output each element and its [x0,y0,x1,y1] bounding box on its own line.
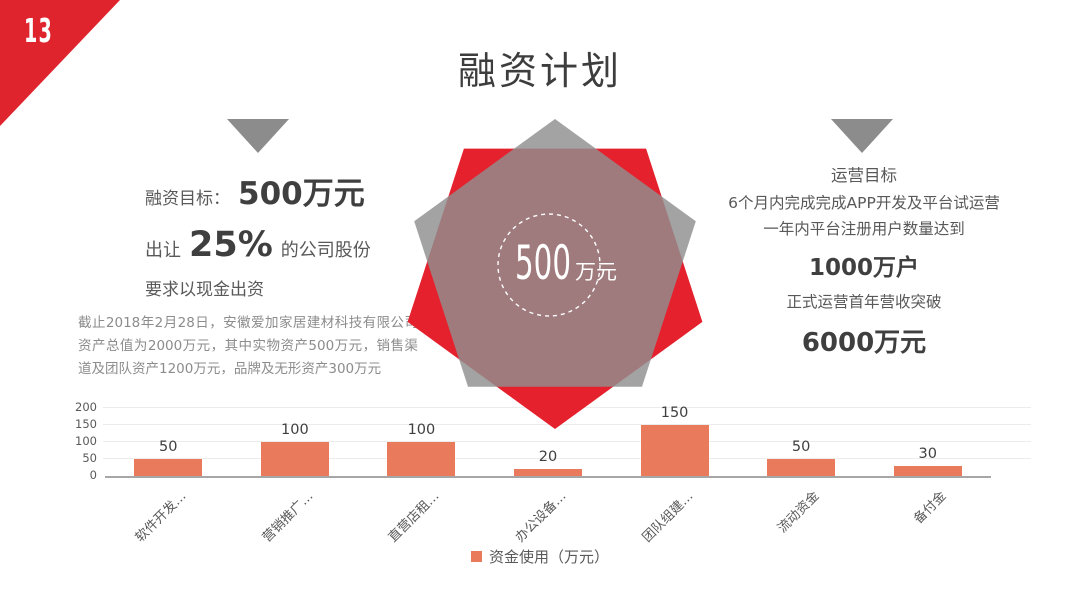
bar [893,465,962,476]
bar-value-label: 100 [407,422,436,438]
chart-legend: 资金使用（万元） [0,546,1080,567]
financing-goal-row: 融资目标： 500万元 [145,168,435,213]
asset-description-paragraph: 截止2018年2月28日，安徽爱加家居建材科技有限公司资产总值为2000万元，其… [78,315,418,377]
bar-chart-plot: 50 100 100 20 150 50 30 [103,405,1031,478]
equity-suffix: 的公司股份 [280,240,371,261]
fund-usage-bar-chart: 50 100 100 20 150 50 30 软件开发… 营销推广… 直营店租… 办公设备… 团队… [0,398,1080,607]
legend-label: 资金使用（万元） [488,548,609,566]
x-axis-category-label: 备付金 [910,488,950,528]
x-axis-category-label: 流动资金 [775,488,823,537]
registered-users-value: 1000万户 [808,255,919,281]
pentagon-star-icon: 500 万元 [407,119,703,429]
slide-title: 融资计划 [457,49,622,93]
gray-pentagon-shape [414,119,696,387]
bar [387,442,456,476]
bar-value-label: 100 [281,422,309,438]
center-star-graphic: 500 万元 [405,104,707,434]
first-year-revenue-value: 6000万元 [801,328,927,358]
y-axis-tick-label: 50 [82,451,97,465]
bar-value-label: 50 [791,439,811,455]
bar-value-label: 20 [538,449,558,466]
financing-goal-value: 500万元 [238,176,365,212]
bar-value-label: 50 [159,439,178,455]
center-amount: 500 万元 [515,236,617,291]
x-axis-category-label: 软件开发… [133,488,190,546]
operation-goal-line3: 正式运营首年营收突破 [786,293,942,311]
operation-goal-block: 运营目标 6个月内完成完成APP开发及平台试运营 一年内平台注册用户数量达到 1… [726,162,1002,359]
x-axis-category-label: 办公设备… [512,488,570,546]
gridline [103,458,1031,459]
x-axis-category-label: 营销推广… [259,488,317,546]
operation-goal-line1: 6个月内完成完成APP开发及平台试运营 [728,194,1000,212]
gridline [103,441,1031,442]
operation-goal-heading: 运营目标 [831,166,897,185]
center-amount-number: 500 [515,236,571,291]
equity-row: 出让 25% 的公司股份 [145,225,435,265]
y-axis-tick-label: 100 [75,434,97,448]
cash-requirement-line: 要求以现金出资 [145,280,264,300]
operation-goal-line2: 一年内平台注册用户数量达到 [763,220,965,238]
bar-value-label: 30 [918,445,937,462]
equity-prefix: 出让 [145,240,181,261]
y-axis-tick-label: 0 [89,468,97,482]
y-axis-tick-label: 150 [75,417,97,431]
triangle-down-icon [227,119,289,153]
bar [640,425,709,476]
x-axis-category-label: 团队组建… [639,488,697,546]
gridline [103,424,1031,425]
legend-swatch-icon [470,551,482,562]
bar [134,459,203,476]
bar-value-label: 150 [660,405,689,421]
financing-goal-label: 融资目标： [145,189,230,209]
bar [767,459,836,476]
page-number: 13 [24,11,53,50]
dashed-circle [497,213,601,317]
equity-percent: 25% [189,225,273,265]
bar [260,442,329,476]
triangle-down-icon [831,119,893,153]
x-axis-category-label: 直营店租… [386,488,443,546]
y-axis-tick-label: 200 [75,400,97,414]
bar [514,469,582,476]
center-amount-unit: 万元 [575,260,617,284]
financing-goal-block: 融资目标： 500万元 出让 25% 的公司股份 要求以现金出资 [145,168,435,300]
